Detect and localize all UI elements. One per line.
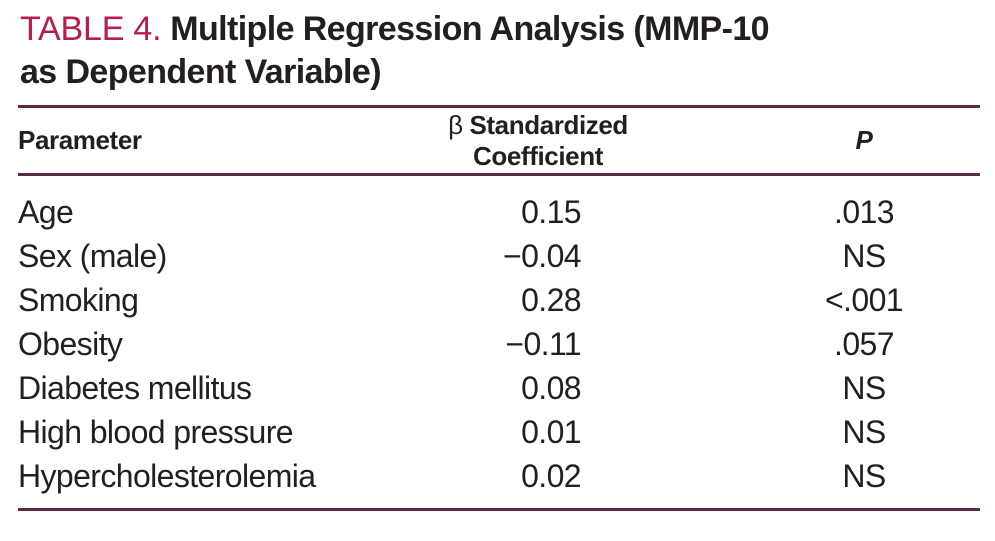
column-header-p: P <box>688 108 980 176</box>
table-title-line1: Multiple Regression Analysis (MMP-10 <box>170 10 769 48</box>
coefficient-value: 0.15 <box>521 193 581 230</box>
parameter-cell: Diabetes mellitus <box>18 369 252 406</box>
table-row: Obesity −0.11 .057 <box>18 322 980 366</box>
coefficient-cell: −0.11 <box>348 322 688 366</box>
table-title-line2: as Dependent Variable) <box>20 53 382 91</box>
p-value-cell: NS <box>842 413 886 450</box>
coefficient-cell: 0.01 <box>348 410 688 454</box>
p-value-cell: .057 <box>834 325 894 362</box>
table-title: TABLE 4. Multiple Regression Analysis (M… <box>18 8 940 94</box>
table-row: High blood pressure 0.01 NS <box>18 410 980 454</box>
p-value-cell: NS <box>842 457 886 494</box>
table-body: Age 0.15 .013 Sex (male) −0.04 NS Smokin… <box>18 175 980 509</box>
coefficient-cell: 0.28 <box>348 278 688 322</box>
coefficient-cell: 0.02 <box>348 454 688 508</box>
column-header-coefficient: β Standardized Coefficient <box>348 108 688 176</box>
parameter-cell: Hypercholesterolemia <box>18 457 316 494</box>
coefficient-value: 0.01 <box>521 413 581 450</box>
table-row: Hypercholesterolemia 0.02 NS <box>18 454 980 508</box>
coefficient-header-label: Standardized Coefficient <box>462 109 628 171</box>
coefficient-value: 0.08 <box>521 369 581 406</box>
bottom-rule <box>18 508 980 511</box>
parameter-cell: Sex (male) <box>18 237 167 274</box>
p-value-cell: <.001 <box>825 281 904 318</box>
regression-table: Parameter β Standardized Coefficient P A… <box>18 108 980 508</box>
coefficient-value: 0.02 <box>521 457 581 494</box>
parameter-cell: High blood pressure <box>18 413 294 450</box>
p-value-cell: NS <box>842 237 886 274</box>
parameter-cell: Smoking <box>18 281 139 318</box>
table-number-label: TABLE 4. <box>20 10 162 48</box>
table-row: Diabetes mellitus 0.08 NS <box>18 366 980 410</box>
p-value-cell: NS <box>842 369 886 406</box>
coefficient-value: −0.11 <box>505 325 581 362</box>
coefficient-cell: −0.04 <box>348 234 688 278</box>
top-rule <box>18 105 980 108</box>
parameter-cell: Age <box>18 193 74 230</box>
coefficient-cell: 0.08 <box>348 366 688 410</box>
header-row: Parameter β Standardized Coefficient P <box>18 108 980 176</box>
table-row: Age 0.15 .013 <box>18 175 980 235</box>
p-value-cell: .013 <box>834 193 894 230</box>
column-header-parameter: Parameter <box>18 108 348 176</box>
table-row: Smoking 0.28 <.001 <box>18 278 980 322</box>
beta-symbol: β <box>448 109 463 140</box>
table-row: Sex (male) −0.04 NS <box>18 234 980 278</box>
coefficient-cell: 0.15 <box>348 175 688 235</box>
parameter-cell: Obesity <box>18 325 123 362</box>
coefficient-value: 0.28 <box>521 281 581 318</box>
coefficient-value: −0.04 <box>503 237 582 274</box>
